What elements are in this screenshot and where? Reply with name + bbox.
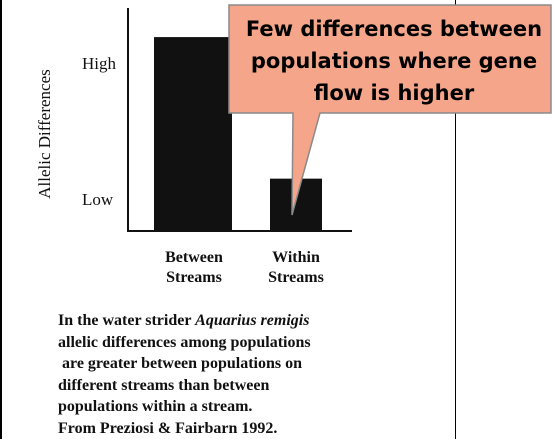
x-label-within-streams: Within Streams xyxy=(268,249,324,286)
caption-line-1: In the water strider Aquarius remigis xyxy=(58,310,418,332)
caption-line-3: are greater between populations on xyxy=(58,355,302,372)
annotation-line-1: Few differences between xyxy=(246,17,542,41)
figure-caption: In the water strider Aquarius remigis al… xyxy=(58,310,418,439)
right-frame-line xyxy=(455,0,456,439)
y-axis-label: Allelic Differences xyxy=(35,69,54,198)
annotation-callout xyxy=(228,4,552,216)
caption-line-5: populations within a stream. xyxy=(58,398,253,415)
annotation-line-3: flow is higher xyxy=(314,81,475,105)
species-name: Aquarius remigis xyxy=(195,312,310,329)
y-tick-low: Low xyxy=(82,190,114,209)
caption-line-6: From Preziosi & Fairbarn 1992. xyxy=(58,419,278,437)
caption-line-1-text: In the water strider xyxy=(58,312,196,329)
annotation-line-2: populations where gene xyxy=(251,49,537,73)
y-tick-high: High xyxy=(82,54,117,73)
x-label-between-streams: Between Streams xyxy=(165,249,223,286)
caption-line-4: different streams than between xyxy=(58,376,270,394)
left-frame-line xyxy=(0,0,2,439)
caption-line-2: allelic differences among populations xyxy=(58,333,311,351)
bar-between-streams xyxy=(154,37,232,231)
